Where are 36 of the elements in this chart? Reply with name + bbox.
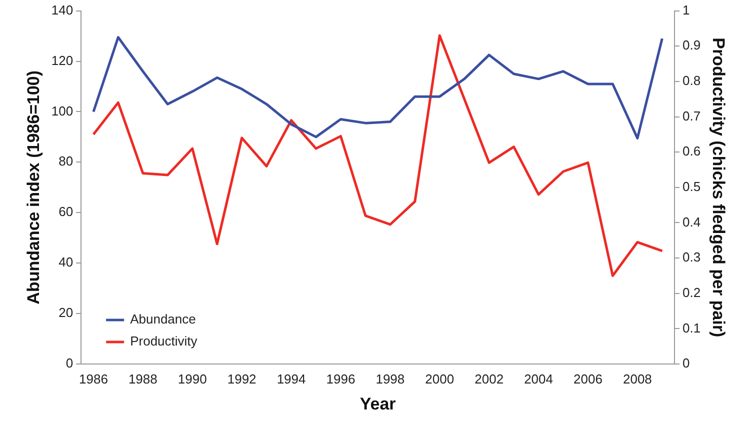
y-tick-label: 140 <box>51 2 74 18</box>
x-tick-label: 2002 <box>474 371 504 386</box>
y2-tick-label: 0.5 <box>682 178 701 194</box>
y-tick-label: 120 <box>51 52 74 68</box>
y2-axis-title: Productivity (chicks fledged per pair) <box>709 38 728 338</box>
x-tick-label: 1996 <box>326 371 356 386</box>
x-tick-label: 1988 <box>128 371 158 386</box>
y-tick-label: 60 <box>58 204 74 220</box>
y2-tick-label: 0.8 <box>682 73 701 88</box>
y2-tick-label: 0.9 <box>682 38 701 53</box>
y-tick-label: 0 <box>66 356 74 371</box>
y-tick-label: 100 <box>51 103 74 118</box>
y-tick-label: 80 <box>58 154 74 169</box>
x-tick-label: 1990 <box>178 371 207 386</box>
y2-tick-label: 0 <box>682 356 690 371</box>
legend-label: Abundance <box>130 312 196 327</box>
x-tick-label: 2006 <box>574 371 602 386</box>
x-tick-label: 2000 <box>425 371 454 386</box>
y2-tick-label: 0.2 <box>682 284 701 300</box>
y2-tick-label: 1 <box>682 2 690 18</box>
x-tick-label: 1994 <box>276 371 306 386</box>
y2-tick-label: 0.6 <box>682 144 701 159</box>
x-tick-label: 2004 <box>524 371 553 386</box>
legend-label: Productivity <box>130 334 198 349</box>
y2-tick-label: 0.3 <box>682 250 701 265</box>
y2-tick-label: 0.4 <box>682 214 701 230</box>
y-tick-label: 20 <box>58 305 74 320</box>
x-tick-label: 1992 <box>227 371 256 386</box>
x-tick-label: 1998 <box>376 371 405 386</box>
y-tick-label: 40 <box>58 254 74 270</box>
x-axis-title: Year <box>360 394 396 414</box>
x-tick-label: 1986 <box>78 371 108 386</box>
x-tick-label: 2008 <box>622 371 652 386</box>
y2-tick-label: 0.1 <box>682 320 701 336</box>
y2-tick-label: 0.7 <box>682 108 701 124</box>
y-axis-title: Abundance index (1986=100) <box>24 70 43 304</box>
